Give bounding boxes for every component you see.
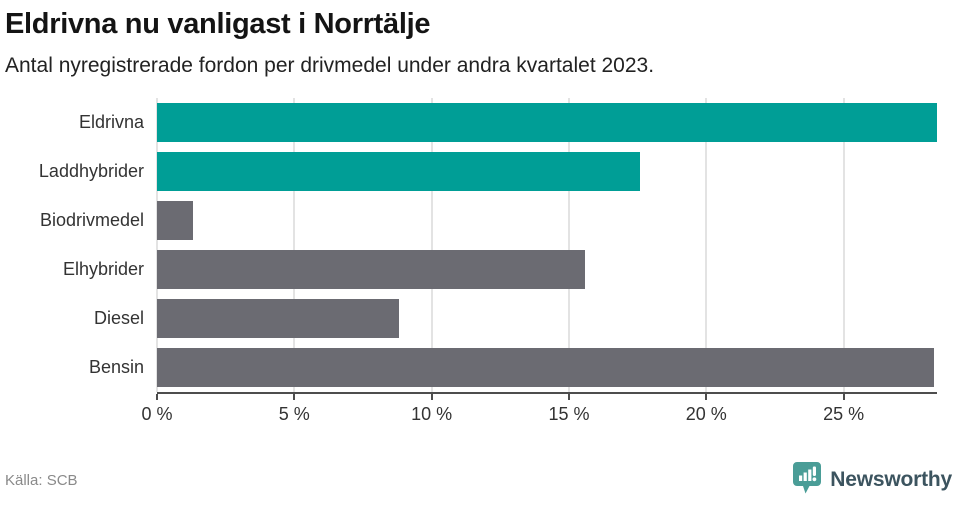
bar-row <box>157 98 937 147</box>
axis-tick-label: 5 % <box>278 404 310 424</box>
axis-tick <box>705 394 708 400</box>
bar-elhybrider <box>157 250 586 289</box>
bar-row <box>157 343 937 392</box>
gridline <box>293 98 296 392</box>
axis-tick <box>430 394 433 400</box>
gridline <box>842 98 845 392</box>
bar-chart: Eldrivna Laddhybrider Biodrivmedel Elhybrid… <box>0 98 937 392</box>
bar-row <box>157 245 937 294</box>
gridline <box>705 98 708 392</box>
category-label: Elhybrider <box>62 259 144 279</box>
bar-diesel <box>157 299 399 338</box>
axis-tick-label: 0 % <box>141 404 173 424</box>
newsworthy-speech-bubble-bar-chart-icon <box>792 461 822 499</box>
chart-subtitle: Antal nyregistrerade fordon per drivmede… <box>5 54 655 77</box>
bar-biodrivmedel <box>157 201 193 240</box>
brand-name: Newsworthy <box>830 468 952 491</box>
bars-container <box>157 98 937 392</box>
bar-row <box>157 147 937 196</box>
axis-tick <box>156 394 158 400</box>
chart-title: Eldrivna nu vanligast i Norrtälje <box>5 8 431 40</box>
category-label: Laddhybrider <box>38 161 144 181</box>
gridline <box>567 98 570 392</box>
category-label: Biodrivmedel <box>39 210 144 230</box>
axis-tick-label: 15 % <box>548 404 590 424</box>
brand-logo: Newsworthy <box>792 461 952 499</box>
x-axis: 0 % 5 % 10 % 15 % 20 % 25 % <box>141 392 937 436</box>
bar-eldrivna <box>157 103 937 142</box>
axis-tick <box>293 394 296 400</box>
bar-row <box>157 196 937 245</box>
gridline <box>156 98 158 392</box>
category-label: Eldrivna <box>78 112 144 132</box>
axis-tick-label: 20 % <box>685 404 727 424</box>
chart-header: Eldrivna nu vanligast i Norrtälje Antal … <box>0 0 960 78</box>
axis-tick-label: 10 % <box>411 404 453 424</box>
category-labels-column: Eldrivna Laddhybrider Biodrivmedel Elhybrid… <box>0 98 157 392</box>
bar-row <box>157 294 937 343</box>
axis-tick-label: 25 % <box>823 404 865 424</box>
gridline <box>430 98 433 392</box>
category-label: Bensin <box>88 357 144 377</box>
source-credit: Källa: SCB <box>5 471 78 489</box>
plot-area <box>156 98 937 392</box>
bar-laddhybrider <box>157 152 641 191</box>
axis-tick <box>567 394 570 400</box>
category-label: Diesel <box>93 308 144 328</box>
bar-bensin <box>157 348 935 387</box>
axis-tick <box>842 394 845 400</box>
chart-footer: Källa: SCB Newsworthy <box>0 461 960 499</box>
